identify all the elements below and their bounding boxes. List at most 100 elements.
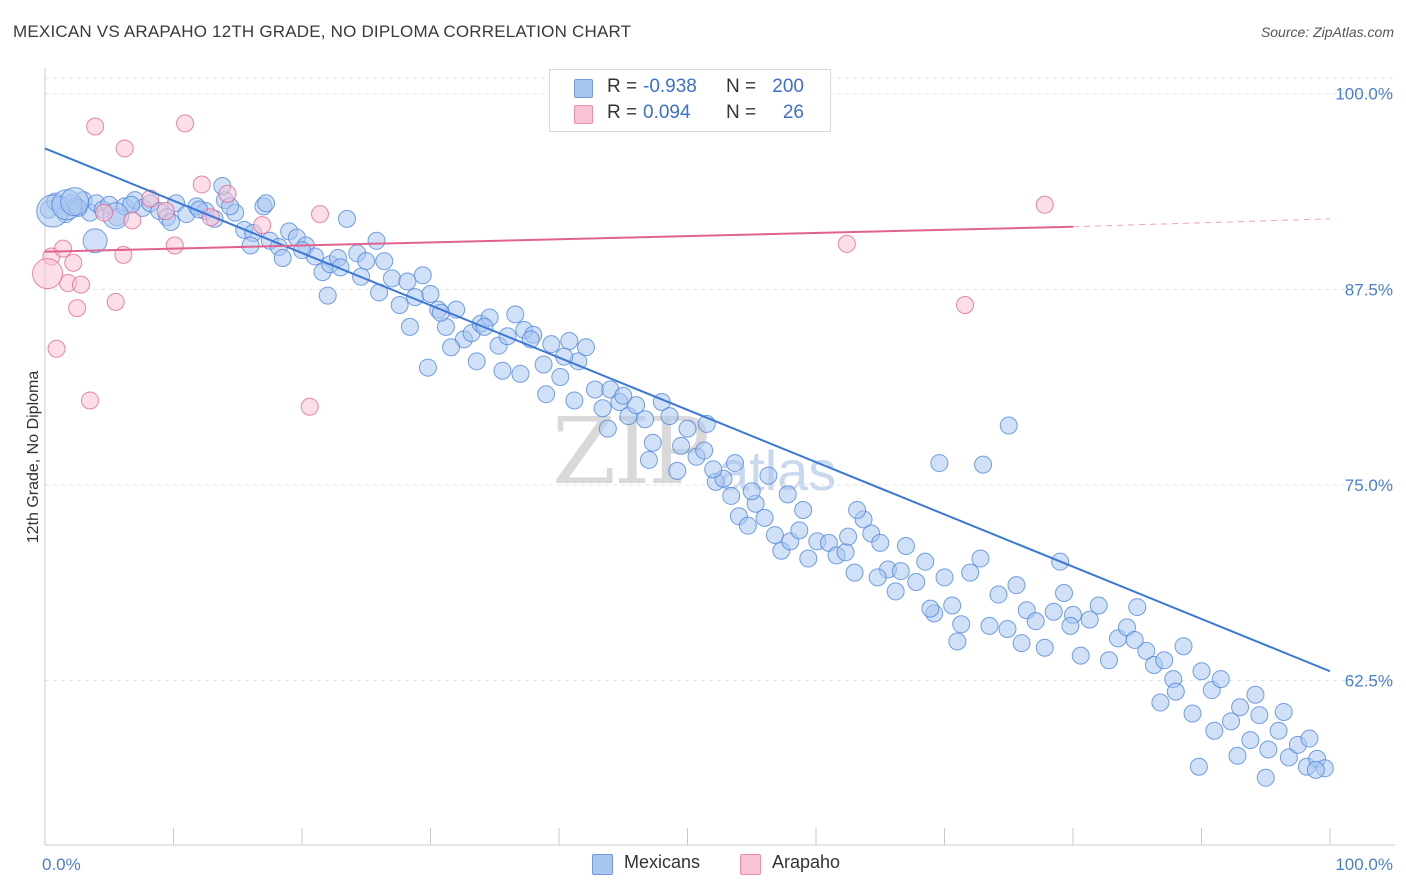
trendline-arapaho	[44, 225, 1074, 253]
chart-title: MEXICAN VS ARAPAHO 12TH GRADE, NO DIPLOM…	[13, 22, 632, 41]
point-arapaho	[253, 216, 272, 235]
point-mexicans	[1192, 662, 1211, 681]
point-arapaho	[68, 299, 87, 318]
legend-n-value: 26	[782, 102, 804, 123]
point-mexicans	[1007, 576, 1026, 595]
point-mexicans	[421, 285, 440, 304]
point-mexicans	[585, 380, 604, 399]
point-mexicans	[974, 455, 993, 474]
point-mexicans	[542, 335, 561, 354]
point-mexicans	[952, 615, 971, 634]
point-mexicans	[400, 317, 419, 336]
point-mexicans	[871, 533, 890, 552]
point-mexicans	[636, 410, 655, 429]
point-arapaho	[201, 208, 220, 227]
point-mexicans	[845, 563, 864, 582]
point-mexicans	[639, 450, 658, 469]
point-mexicans	[413, 266, 432, 285]
point-mexicans	[794, 501, 813, 520]
point-mexicans	[695, 441, 714, 460]
point-mexicans	[935, 568, 954, 587]
point-mexicans	[660, 407, 679, 426]
point-mexicans	[961, 563, 980, 582]
point-arapaho	[300, 397, 319, 416]
point-mexicans	[1012, 634, 1031, 653]
point-mexicans	[1089, 596, 1108, 615]
point-mexicans	[943, 596, 962, 615]
point-arapaho	[106, 292, 125, 311]
point-mexicans	[1300, 729, 1319, 748]
point-mexicans	[1080, 610, 1099, 629]
point-mexicans	[672, 436, 691, 455]
point-mexicans	[398, 272, 417, 291]
point-mexicans	[1231, 698, 1250, 717]
point-mexicans	[704, 460, 723, 479]
legend-swatch-arapaho	[574, 105, 593, 124]
point-mexicans	[357, 252, 376, 271]
point-mexicans	[593, 399, 612, 418]
y-axis-title: 12th Grade, No Diploma	[25, 371, 42, 544]
point-mexicans	[318, 286, 337, 305]
point-arapaho	[123, 211, 142, 230]
point-mexicans	[442, 338, 461, 357]
point-mexicans	[1166, 682, 1185, 701]
point-mexicans	[241, 236, 260, 255]
point-arapaho	[86, 117, 105, 136]
point-mexicans	[643, 433, 662, 452]
point-mexicans	[331, 258, 350, 277]
point-mexicans	[759, 466, 778, 485]
point-mexicans	[1183, 704, 1202, 723]
point-mexicans	[868, 568, 887, 587]
point-arapaho	[837, 234, 856, 253]
trendline-arapaho-extension	[1072, 218, 1331, 228]
legend-n-value: 200	[772, 76, 804, 97]
point-mexicans	[839, 527, 858, 546]
point-arapaho	[956, 295, 975, 314]
point-mexicans	[82, 228, 108, 254]
point-arapaho	[64, 253, 83, 272]
legend-r-label: R =	[607, 102, 638, 123]
point-mexicans	[1055, 583, 1074, 602]
point-mexicans	[971, 549, 990, 568]
point-mexicans	[765, 526, 784, 545]
x-tick-label: 0.0%	[42, 855, 81, 874]
point-mexicans	[1151, 693, 1170, 712]
point-arapaho	[115, 139, 134, 158]
point-arapaho	[95, 203, 114, 222]
point-mexicans	[907, 573, 926, 592]
point-mexicans	[738, 516, 757, 535]
point-mexicans	[565, 391, 584, 410]
point-mexicans	[1137, 641, 1156, 660]
point-mexicans	[1228, 746, 1247, 765]
point-mexicans	[614, 386, 633, 405]
legend-n-label: N =	[726, 76, 757, 97]
point-mexicans	[1155, 651, 1174, 670]
legend-box: R = -0.938 N = 200 R = 0.094 N = 26	[549, 69, 831, 132]
point-mexicans	[1071, 646, 1090, 665]
point-mexicans	[257, 194, 276, 213]
point-mexicans	[273, 249, 292, 268]
point-mexicans	[755, 508, 774, 527]
point-mexicans	[560, 331, 579, 350]
point-mexicans	[886, 582, 905, 601]
point-mexicans	[948, 632, 967, 651]
point-mexicans	[678, 419, 697, 438]
point-mexicans	[493, 361, 512, 380]
point-mexicans	[1044, 602, 1063, 621]
legend-r-value: -0.938	[643, 76, 697, 97]
point-arapaho	[176, 114, 195, 133]
point-mexicans	[836, 543, 855, 562]
point-arapaho	[310, 205, 329, 224]
y-tick-label: 75.0%	[1345, 476, 1393, 495]
point-mexicans	[790, 521, 809, 540]
point-mexicans	[418, 358, 437, 377]
point-arapaho	[53, 239, 72, 258]
point-mexicans	[989, 585, 1008, 604]
point-mexicans	[551, 367, 570, 386]
point-mexicans	[1269, 721, 1288, 740]
legend-swatch-mexicans	[574, 79, 593, 98]
point-mexicans	[916, 552, 935, 571]
point-mexicans	[742, 482, 761, 501]
point-mexicans	[506, 305, 525, 324]
